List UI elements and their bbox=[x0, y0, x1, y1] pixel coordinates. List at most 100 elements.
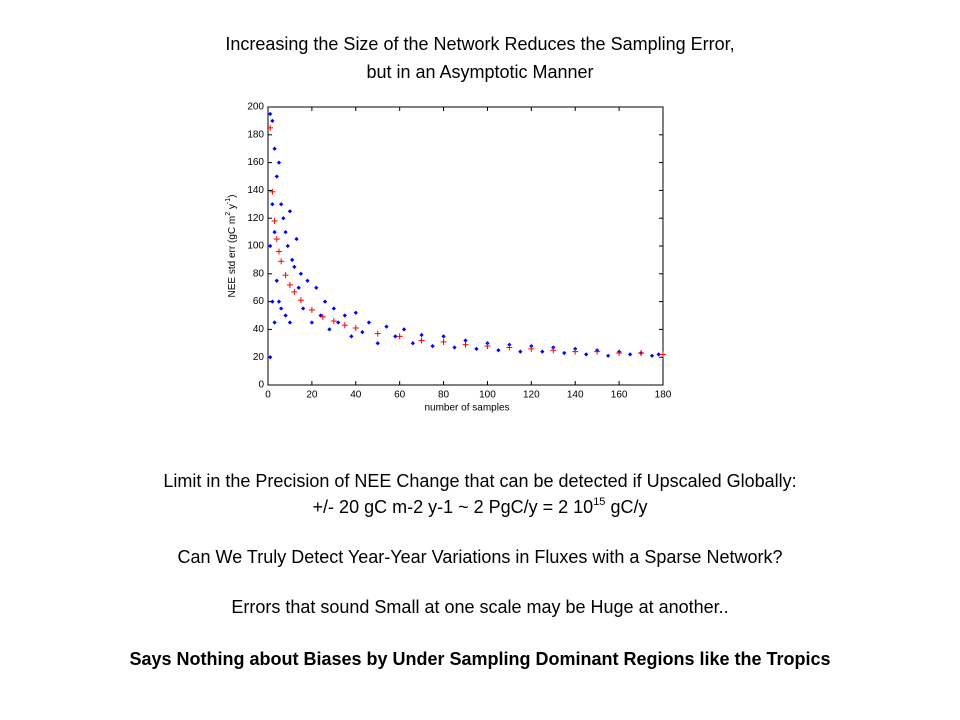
mean-point bbox=[352, 325, 359, 332]
sample-point bbox=[283, 229, 288, 235]
mean-point bbox=[374, 330, 381, 337]
y-label-part: NEE std err (gC m bbox=[227, 216, 238, 298]
sample-point bbox=[292, 264, 297, 269]
sample-point bbox=[270, 202, 275, 207]
sample-point bbox=[300, 306, 306, 311]
mean-point bbox=[616, 350, 623, 357]
sample-point bbox=[366, 320, 372, 325]
mean-point bbox=[308, 306, 315, 313]
x-tick-label: 40 bbox=[350, 390, 362, 401]
sample-point bbox=[331, 306, 336, 311]
sample-point bbox=[410, 341, 415, 346]
x-tick-label: 100 bbox=[479, 390, 496, 401]
mean-point bbox=[275, 248, 282, 255]
sample-point bbox=[305, 278, 310, 283]
mean-point bbox=[282, 272, 289, 279]
sample-point bbox=[322, 299, 328, 304]
y-tick-label: 160 bbox=[247, 157, 264, 168]
x-tick-label: 140 bbox=[567, 390, 584, 401]
text-line: Limit in the Precision of NEE Change tha… bbox=[163, 471, 796, 491]
sample-point bbox=[496, 348, 501, 353]
x-tick-label: 180 bbox=[655, 390, 672, 401]
sample-point bbox=[309, 320, 315, 325]
mean-point bbox=[528, 345, 535, 352]
text-line: +/- 20 gC m-2 y-1 ~ 2 PgC/y = 2 1015 gC/… bbox=[313, 496, 648, 517]
mean-point bbox=[297, 297, 304, 304]
sample-point bbox=[272, 146, 277, 151]
sample-point bbox=[584, 352, 589, 357]
sample-point bbox=[270, 299, 275, 304]
mean-point bbox=[440, 338, 447, 345]
x-tick-label: 20 bbox=[306, 390, 318, 401]
sample-point bbox=[353, 310, 358, 315]
sample-point bbox=[393, 334, 398, 339]
sample-point bbox=[419, 332, 424, 338]
mean-point bbox=[484, 343, 491, 350]
text-line: Says Nothing about Biases by Under Sampl… bbox=[129, 649, 830, 669]
sample-point bbox=[384, 324, 389, 329]
sample-point bbox=[279, 202, 284, 207]
sample-point bbox=[656, 352, 661, 357]
sample-point bbox=[274, 278, 279, 283]
title-line: Increasing the Size of the Network Reduc… bbox=[225, 34, 734, 54]
mean-point bbox=[462, 341, 469, 348]
sample-point bbox=[287, 209, 293, 214]
y-tick-label: 0 bbox=[258, 380, 264, 391]
y-label-part: ) bbox=[227, 195, 238, 198]
mean-point bbox=[660, 351, 666, 358]
y-tick-label: 120 bbox=[247, 213, 264, 224]
sample-point bbox=[298, 271, 304, 276]
x-axis-label: number of samples bbox=[424, 403, 509, 414]
mean-point bbox=[271, 217, 278, 224]
x-tick-label: 120 bbox=[523, 390, 540, 401]
sample-point bbox=[606, 353, 611, 358]
sample-point bbox=[430, 343, 435, 349]
sample-point bbox=[314, 285, 319, 290]
sample-point bbox=[272, 229, 277, 235]
x-tick-label: 160 bbox=[611, 390, 628, 401]
sample-point bbox=[336, 320, 341, 325]
sample-point bbox=[268, 243, 273, 249]
mean-point bbox=[638, 350, 645, 357]
x-tick-label: 60 bbox=[394, 390, 406, 401]
sample-point bbox=[281, 216, 286, 221]
mean-point bbox=[341, 322, 348, 329]
sample-point bbox=[276, 299, 282, 304]
sample-point bbox=[279, 306, 284, 311]
text-part: gC/y bbox=[605, 497, 647, 517]
sample-point bbox=[272, 320, 277, 325]
y-label-part: 2 bbox=[225, 212, 232, 216]
sample-point bbox=[452, 345, 457, 350]
sample-point bbox=[268, 355, 273, 360]
sample-point bbox=[649, 353, 655, 358]
mean-point bbox=[572, 348, 579, 355]
x-tick-label: 0 bbox=[265, 390, 271, 401]
text-line: Can We Truly Detect Year-Year Variations… bbox=[178, 547, 783, 567]
text-part: +/- 20 gC m-2 y-1 ~ 2 PgC/y = 2 10 bbox=[313, 497, 594, 517]
y-tick-label: 140 bbox=[247, 185, 264, 196]
y-tick-label: 100 bbox=[247, 241, 264, 252]
mean-point bbox=[278, 258, 285, 265]
mean-point bbox=[506, 344, 513, 351]
mean-point bbox=[418, 337, 425, 344]
sample-point bbox=[287, 320, 293, 325]
y-tick-label: 200 bbox=[247, 102, 264, 113]
mean-point bbox=[286, 281, 293, 288]
y-tick-label: 80 bbox=[253, 268, 265, 279]
mean-point bbox=[319, 313, 326, 320]
sample-point bbox=[327, 327, 332, 332]
sample-point bbox=[518, 349, 523, 354]
sample-point bbox=[274, 174, 279, 179]
y-label-part: -1 bbox=[225, 198, 232, 204]
sample-point bbox=[463, 338, 468, 343]
text-part: 15 bbox=[593, 496, 605, 508]
mean-point bbox=[267, 124, 274, 131]
sample-point bbox=[349, 334, 354, 339]
sample-point bbox=[285, 243, 290, 249]
mean-point bbox=[269, 188, 276, 195]
y-tick-label: 20 bbox=[253, 352, 265, 363]
sample-point bbox=[540, 349, 545, 354]
y-axis-label: NEE std err (gC m2 y-1) bbox=[225, 195, 238, 298]
sample-point bbox=[276, 160, 282, 165]
